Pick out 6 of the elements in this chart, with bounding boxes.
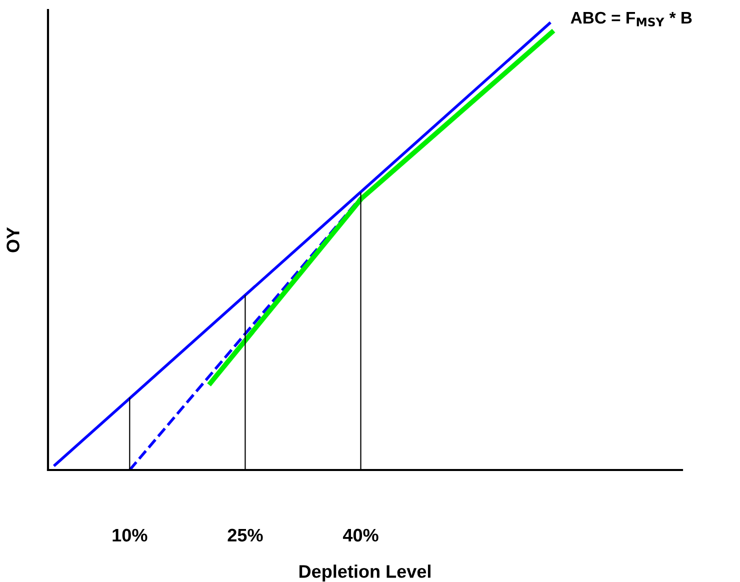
y-axis-title: OY [6, 227, 20, 252]
x-axis-title: Depletion Level [299, 564, 430, 582]
x-tick-label: 25% [228, 528, 263, 542]
x-tick-label: 40% [342, 528, 378, 542]
x-tick-label: 10% [112, 528, 148, 542]
annotation: ABC = F$_{MSY}$ * B [570, 12, 692, 26]
